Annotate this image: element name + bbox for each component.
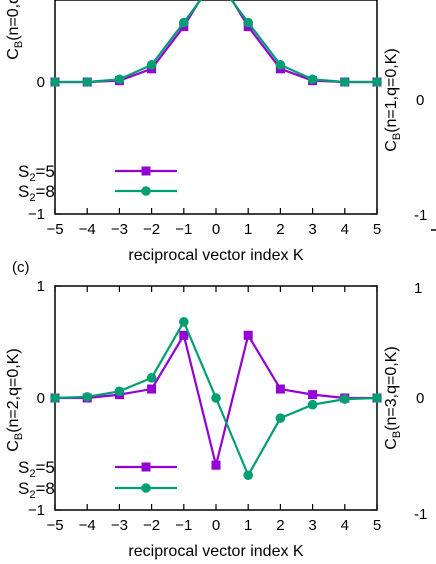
right-top-ylabel: CB(n=1,q=0,K)	[383, 48, 403, 151]
data-point	[243, 470, 253, 481]
data-point	[243, 17, 253, 28]
x-tick-label: 5	[373, 517, 381, 534]
x-tick-label: 4	[341, 517, 349, 534]
y-tick-label: 1	[37, 278, 45, 295]
x-tick-label: 5	[373, 221, 381, 238]
data-point	[372, 393, 382, 403]
data-point	[275, 60, 286, 70]
x-tick-label: 2	[276, 517, 284, 534]
y-tick-label: −1	[28, 206, 45, 223]
data-point	[179, 317, 189, 327]
data-point	[275, 413, 286, 423]
right-bottom-zero-tick: 0	[416, 390, 424, 407]
data-point	[114, 74, 125, 85]
x-tick-label: 3	[308, 221, 316, 238]
legend-marker	[141, 186, 151, 196]
x-tick-label: −2	[143, 517, 160, 534]
data-point	[340, 77, 350, 87]
x-tick-label: 0	[212, 221, 220, 238]
panel-1: −5 −4 −3 −2 −1 0 1 2 3 4 5 −1 0 reciprocal vector ind…	[5, 0, 382, 264]
data-point	[307, 399, 318, 410]
x-tick-label: 1	[244, 221, 252, 238]
y-axis-label: CB(n=2,q=0,K)	[5, 348, 25, 451]
panel-label: (c)	[12, 259, 30, 276]
data-point	[340, 394, 350, 404]
right-top-zero-tick: 0	[416, 92, 424, 109]
data-point	[243, 330, 253, 340]
data-point	[211, 460, 221, 470]
x-tick-label: −5	[46, 517, 63, 534]
right-edge-fragments: CB(n=1,q=0,K) 0 -1 1 CB(n=3,q=0,K) 0 -1	[383, 48, 436, 523]
data-point	[50, 77, 60, 87]
data-point	[146, 60, 157, 70]
right-top-neg-tick: -1	[414, 207, 427, 224]
series-line-1	[55, 0, 377, 84]
data-point	[82, 77, 92, 87]
data-point	[114, 386, 125, 397]
x-tick-label: −5	[46, 221, 63, 238]
x-tick-label: 4	[341, 221, 349, 238]
x-axis-label: reciprocal vector index K	[128, 543, 304, 560]
y-axis-label: CB(n=0,q=0,K)	[5, 0, 25, 60]
x-tick-label: 0	[212, 517, 220, 534]
data-point	[147, 384, 157, 394]
data-point	[308, 390, 318, 400]
y-tick-label: 0	[37, 390, 45, 407]
data-point	[50, 393, 60, 403]
data-point	[146, 373, 157, 383]
data-point	[372, 77, 382, 87]
panel-2: −5 −4 −3 −2 −1 0 1 2 3 4 5 −1 0 1 reciprocal vector in…	[5, 259, 382, 560]
x-axis-label: reciprocal vector index K	[128, 247, 304, 264]
legend-marker	[141, 166, 151, 176]
plot-frame	[54, 0, 378, 215]
series-line-2	[55, 0, 377, 84]
data-point	[275, 384, 285, 394]
legend-marker	[141, 483, 151, 493]
legend-label: S2=8	[18, 182, 55, 204]
data-point	[179, 330, 189, 340]
legend-label: S2=8	[18, 479, 55, 501]
data-point	[82, 392, 92, 402]
data-point	[211, 393, 221, 403]
legend-label: S2=5	[18, 458, 55, 480]
data-point	[179, 17, 189, 28]
right-bottom-ylabel: CB(n=3,q=0,K)	[383, 346, 403, 449]
legend-label: S2=5	[18, 162, 55, 184]
x-tick-label: −4	[79, 517, 96, 534]
x-tick-label: 1	[244, 517, 252, 534]
data-point	[307, 74, 318, 85]
x-tick-label: 2	[276, 221, 284, 238]
x-tick-label: −1	[175, 221, 192, 238]
x-tick-label: −2	[143, 221, 160, 238]
y-tick-label: −1	[28, 502, 45, 519]
legend-marker	[141, 462, 151, 472]
x-tick-label: −1	[175, 517, 192, 534]
x-tick-label: −3	[111, 221, 128, 238]
right-bottom-pos-tick: 1	[414, 280, 422, 297]
right-bottom-neg-tick: -1	[414, 506, 427, 523]
x-tick-label: 3	[308, 517, 316, 534]
x-tick-label: −4	[79, 221, 96, 238]
y-tick-label: 0	[37, 74, 45, 91]
x-tick-label: −3	[111, 517, 128, 534]
